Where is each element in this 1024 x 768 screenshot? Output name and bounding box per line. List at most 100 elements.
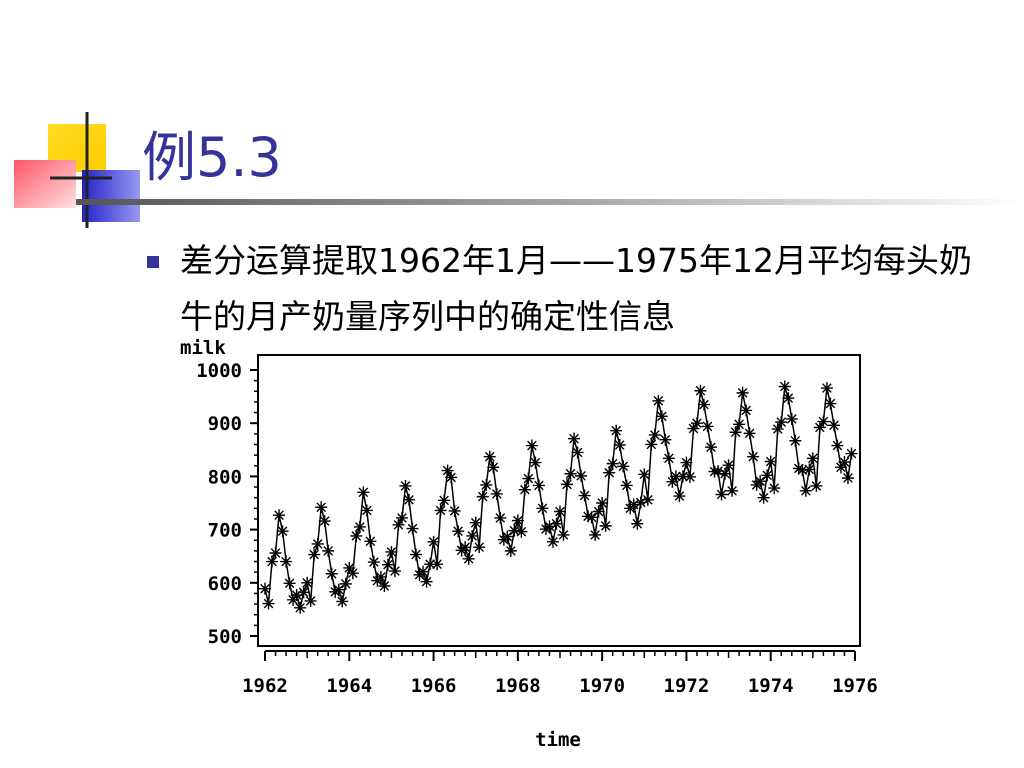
data-point-star-marker — [638, 468, 651, 481]
data-point-star-marker — [466, 529, 479, 542]
data-point-star-marker — [736, 386, 749, 399]
data-point-star-marker — [827, 419, 840, 432]
data-point-star-marker — [550, 517, 563, 530]
data-point-star-marker — [824, 397, 837, 410]
logo-red-square — [14, 160, 76, 208]
data-point-star-marker — [315, 501, 328, 514]
data-point-star-marker — [441, 464, 454, 477]
data-point-star-marker — [269, 547, 282, 560]
data-point-star-marker — [417, 565, 430, 578]
data-point-star-marker — [627, 498, 640, 511]
x-tick-label: 1972 — [664, 675, 710, 697]
data-point-star-marker — [410, 548, 423, 561]
data-point-star-marker — [392, 518, 405, 531]
data-point-star-marker — [810, 479, 823, 492]
data-point-star-marker — [487, 461, 500, 474]
data-point-star-marker — [620, 479, 633, 492]
data-point-star-marker — [680, 456, 693, 469]
data-point-star-marker — [785, 412, 798, 425]
data-point-star-marker — [806, 452, 819, 465]
data-point-star-marker — [578, 489, 591, 502]
data-point-star-marker — [543, 520, 556, 533]
data-point-star-marker — [831, 439, 844, 452]
data-point-star-marker — [782, 392, 795, 405]
data-point-star-marker — [712, 465, 725, 478]
data-point-star-marker — [434, 504, 447, 517]
data-point-star-marker — [367, 556, 380, 569]
data-point-star-marker — [452, 525, 465, 538]
data-point-star-marker — [515, 525, 528, 538]
data-point-star-marker — [343, 561, 356, 574]
data-point-star-marker — [841, 471, 854, 484]
data-point-star-marker — [427, 535, 440, 548]
data-point-star-marker — [722, 459, 735, 472]
y-tick-label: 800 — [208, 466, 242, 488]
x-tick-label: 1968 — [495, 675, 541, 697]
data-point-star-marker — [747, 450, 760, 463]
data-point-star-marker — [301, 576, 314, 589]
data-point-star-marker — [462, 552, 475, 565]
data-point-star-marker — [438, 494, 451, 507]
data-point-star-marker — [733, 418, 746, 431]
data-point-star-marker — [431, 558, 444, 571]
data-point-star-marker — [754, 475, 767, 488]
data-point-star-marker — [705, 441, 718, 454]
data-point-star-marker — [283, 577, 296, 590]
data-point-star-marker — [564, 467, 577, 480]
x-axis-label: time — [535, 729, 581, 751]
data-point-star-marker — [799, 484, 812, 497]
data-point-star-marker — [761, 469, 774, 482]
data-point-star-marker — [666, 475, 679, 488]
x-tick-label: 1964 — [326, 675, 372, 697]
data-point-star-marker — [764, 455, 777, 468]
data-point-star-marker — [652, 394, 665, 407]
data-point-star-marker — [820, 382, 833, 395]
data-point-star-marker — [610, 424, 623, 437]
data-point-star-marker — [532, 479, 545, 492]
x-tick-label: 1962 — [242, 675, 288, 697]
series-markers — [259, 380, 858, 614]
data-point-star-marker — [662, 452, 675, 465]
data-point-star-marker — [311, 537, 324, 550]
data-point-star-marker — [726, 484, 739, 497]
slide-logo-graphic — [14, 112, 140, 228]
data-point-star-marker — [575, 469, 588, 482]
data-point-star-marker — [683, 470, 696, 483]
data-point-star-marker — [420, 575, 433, 588]
data-point-star-marker — [690, 417, 703, 430]
y-tick-label: 900 — [208, 413, 242, 435]
data-point-star-marker — [715, 488, 728, 501]
data-point-star-marker — [381, 558, 394, 571]
data-point-star-marker — [476, 490, 489, 503]
data-point-star-marker — [740, 404, 753, 417]
y-axis-label: milk — [180, 337, 226, 359]
data-point-star-marker — [813, 421, 826, 434]
data-point-star-marker — [518, 483, 531, 496]
plot-frame — [257, 354, 861, 647]
data-point-star-marker — [613, 439, 626, 452]
data-point-star-marker — [508, 524, 521, 537]
data-point-star-marker — [266, 555, 279, 568]
data-point-star-marker — [308, 548, 321, 561]
x-tick-label: 1970 — [579, 675, 625, 697]
data-point-star-marker — [757, 491, 770, 504]
data-point-star-marker — [378, 579, 391, 592]
data-point-star-marker — [336, 595, 349, 608]
x-tick-label: 1966 — [411, 675, 457, 697]
data-point-star-marker — [617, 460, 630, 473]
data-point-star-marker — [673, 490, 686, 503]
data-point-star-marker — [536, 502, 549, 515]
data-point-star-marker — [659, 433, 672, 446]
data-point-star-marker — [325, 567, 338, 580]
data-point-star-marker — [792, 462, 805, 475]
data-point-star-marker — [669, 470, 682, 483]
data-point-star-marker — [522, 472, 535, 485]
data-point-star-marker — [648, 428, 661, 441]
data-point-star-marker — [459, 541, 472, 554]
data-point-star-marker — [364, 535, 377, 548]
data-point-star-marker — [388, 565, 401, 578]
data-point-star-marker — [546, 535, 559, 548]
data-point-star-marker — [817, 415, 830, 428]
data-point-star-marker — [483, 450, 496, 463]
data-point-star-marker — [676, 470, 689, 483]
